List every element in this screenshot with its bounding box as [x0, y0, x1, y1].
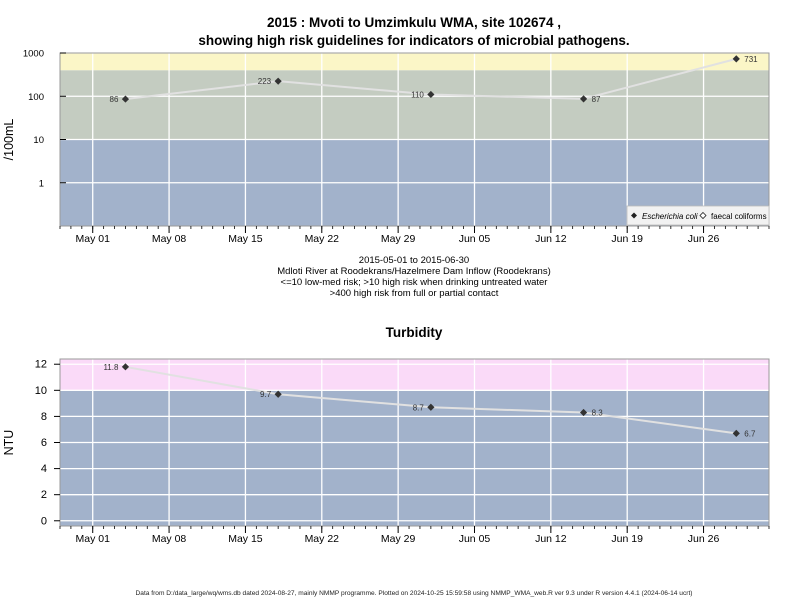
chart-legend: Escherichia coli faecal coliforms [626, 205, 770, 226]
x-tick-label: Jun 12 [535, 233, 567, 245]
legend-entry-ecoli: Escherichia coli [642, 212, 698, 221]
panel-title: Turbidity [386, 325, 443, 340]
x-tick-label: Jun 05 [459, 233, 491, 245]
y-tick-label: 0 [41, 515, 47, 527]
y-tick-label: 10 [35, 385, 47, 397]
data-label: 9.7 [260, 390, 272, 399]
y-tick-label: 1 [39, 178, 44, 189]
data-point [579, 95, 588, 103]
x-tick-label: Jun 19 [611, 533, 643, 545]
x-tick-label: May 29 [381, 533, 416, 545]
legend-box [626, 205, 770, 226]
date-range-text: 2015-05-01 to 2015-06-30 [359, 255, 469, 266]
y-axis-label: /100mL [2, 119, 16, 161]
data-point [121, 95, 130, 103]
y-tick-label: 4 [41, 463, 47, 475]
x-tick-label: May 01 [76, 533, 111, 545]
data-label: 86 [110, 95, 119, 104]
x-tick-label: May 22 [305, 233, 340, 245]
site-description-text: Mdloti River at Roodekrans/Hazelmere Dam… [277, 266, 551, 277]
y-tick-label: 100 [28, 92, 44, 103]
data-point [427, 403, 435, 411]
risk-band-1 [60, 70, 769, 140]
risk-guideline-text-1: <=10 low-med risk; >10 high risk when dr… [281, 277, 548, 288]
data-point [579, 408, 588, 417]
x-tick-label: May 08 [152, 233, 187, 245]
x-tick-label: Jun 26 [688, 233, 720, 245]
risk-band-2 [60, 53, 769, 71]
data-label: 87 [592, 95, 601, 104]
x-tick-label: May 22 [305, 533, 340, 545]
data-point [121, 363, 130, 371]
legend-marker-faecal [699, 211, 707, 220]
x-tick-label: Jun 19 [611, 233, 643, 245]
x-tick-label: Jun 05 [459, 533, 491, 545]
chart-title-line-2: showing high risk guidelines for indicat… [198, 33, 629, 48]
legend-marker-ecoli [631, 212, 637, 219]
turbidity-chart: May 01 May 08 May 15 May 22 May 29 Jun 05 Jun … [2, 325, 770, 545]
data-point [427, 90, 435, 99]
footer-note: Data from D:/data_large/wq/wms.db dated … [136, 590, 693, 597]
y-tick-label: 8 [41, 411, 47, 423]
data-label: 6.7 [744, 429, 756, 438]
x-tick-label: Jun 12 [535, 533, 567, 545]
data-label: 8.3 [592, 408, 604, 417]
y-tick-label: 6 [41, 437, 47, 449]
data-point [274, 390, 282, 398]
x-tick-label: May 29 [381, 233, 416, 245]
data-point [274, 77, 282, 85]
y-axis-label: NTU [2, 430, 16, 456]
x-tick-label: Jun 26 [688, 533, 720, 545]
x-tick-label: May 08 [152, 533, 187, 545]
data-label: 11.8 [103, 363, 119, 372]
x-tick-label: May 15 [228, 533, 263, 545]
y-tick-label: 1000 [23, 49, 44, 60]
data-label: 110 [411, 90, 424, 99]
microbial-chart: May 01 May 08 May 15 May 22 May 29 Jun 05 Jun … [2, 49, 770, 245]
data-point [732, 55, 740, 63]
data-label: 731 [744, 55, 758, 64]
data-point [732, 429, 740, 437]
data-label: 223 [258, 77, 272, 86]
risk-guideline-text-2: >400 high risk from full or partial cont… [330, 288, 499, 299]
x-tick-label: May 15 [228, 233, 263, 245]
y-tick-label: 10 [33, 135, 44, 146]
risk-band-0 [60, 390, 769, 526]
data-label: 8.7 [413, 403, 425, 412]
y-tick-label: 12 [35, 359, 47, 371]
y-tick-label: 2 [41, 489, 47, 501]
chart-title-line-1: 2015 : Mvoti to Umzimkulu WMA, site 1026… [267, 15, 561, 30]
legend-entry-faecal: faecal coliforms [711, 212, 767, 221]
x-tick-label: May 01 [76, 233, 111, 245]
